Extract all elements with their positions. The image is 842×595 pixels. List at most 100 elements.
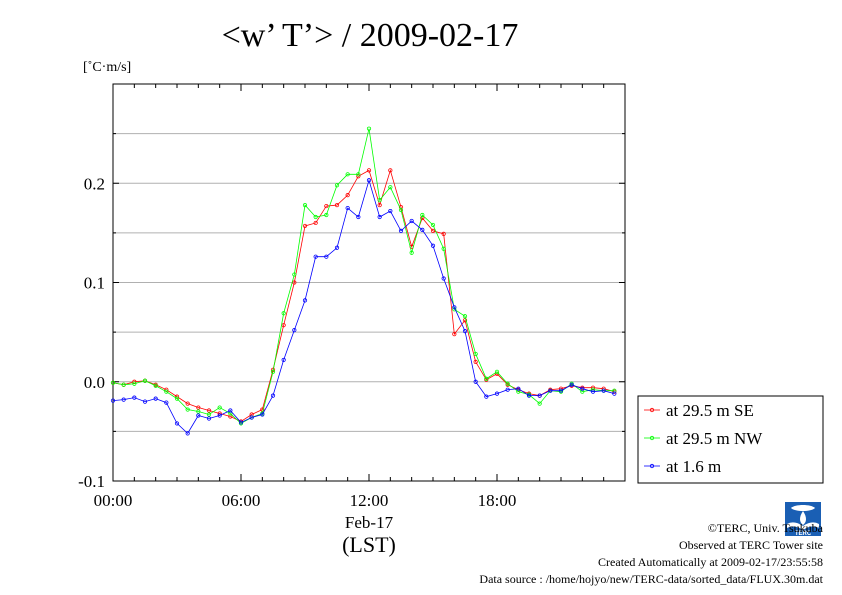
y-axis-label: [˚C·m/s] — [83, 60, 131, 75]
data-point — [420, 212, 425, 218]
data-point — [580, 389, 585, 394]
data-point — [580, 386, 585, 391]
data-point — [505, 387, 510, 392]
data-point — [196, 409, 201, 414]
data-point — [313, 220, 318, 226]
legend-marker — [649, 407, 655, 413]
y-tick-label: 0.0 — [84, 373, 105, 392]
data-point — [548, 388, 553, 393]
data-point — [409, 218, 414, 224]
data-point — [356, 172, 361, 177]
legend-marker — [649, 435, 655, 441]
data-point — [292, 328, 297, 333]
series-line — [112, 168, 615, 422]
data-point — [217, 413, 222, 418]
data-point — [174, 396, 180, 401]
data-point — [121, 382, 126, 387]
data-point — [388, 168, 393, 173]
data-point — [238, 420, 244, 425]
legend-marker — [649, 463, 655, 469]
data-point — [196, 413, 201, 418]
data-point — [324, 254, 329, 259]
series-3 — [110, 178, 617, 436]
data-point — [526, 393, 532, 398]
data-point — [270, 393, 276, 398]
x-tick-label: 06:00 — [222, 491, 261, 510]
x-axis-label: (LST) — [342, 532, 396, 557]
data-point — [388, 208, 393, 214]
series-2 — [110, 126, 617, 426]
data-point — [132, 381, 137, 386]
data-point — [164, 400, 169, 405]
data-point — [494, 369, 500, 374]
data-point — [505, 381, 510, 386]
x-axis-date-label: Feb-17 — [345, 513, 394, 532]
y-tick-label: 0.2 — [84, 174, 105, 193]
data-point — [452, 305, 457, 310]
data-point — [334, 202, 340, 208]
data-point — [377, 214, 382, 220]
data-point — [366, 168, 372, 173]
data-point — [516, 386, 521, 391]
data-point — [441, 246, 446, 251]
data-point — [366, 126, 372, 131]
data-point — [324, 203, 329, 209]
series-1 — [110, 168, 617, 424]
x-tick-label: 12:00 — [350, 491, 389, 510]
legend-box — [637, 395, 824, 484]
data-point — [569, 382, 574, 387]
legend-entry: at 1.6 m — [644, 457, 721, 476]
data-point — [164, 389, 169, 394]
data-point — [462, 329, 468, 334]
data-source-text: Data source : /home/hojyo/new/TERC-data/… — [479, 572, 823, 586]
data-point — [441, 276, 446, 281]
data-point — [441, 231, 446, 236]
data-point — [153, 383, 158, 388]
data-point — [292, 280, 297, 285]
data-point — [270, 369, 276, 374]
data-point — [345, 172, 350, 177]
data-point — [292, 272, 297, 277]
data-point — [558, 388, 564, 393]
legend-entry: at 29.5 m SE — [644, 401, 754, 420]
data-point — [388, 185, 393, 190]
data-point — [494, 391, 500, 396]
data-point — [260, 412, 265, 417]
terc-logo-icon: TERC — [785, 502, 821, 536]
data-point — [260, 407, 265, 412]
data-point — [398, 207, 404, 213]
data-point — [452, 332, 457, 337]
data-point — [249, 415, 254, 420]
data-point — [366, 178, 372, 183]
data-point — [484, 394, 489, 399]
data-point — [516, 389, 521, 394]
data-point — [473, 379, 478, 384]
credits-block: ©TERC, Univ. Tsukuba Observed at TERC To… — [479, 520, 823, 588]
svg-text:TERC: TERC — [795, 531, 812, 536]
data-point — [206, 412, 212, 417]
series-line — [112, 178, 615, 434]
data-point — [196, 405, 201, 410]
data-point — [185, 431, 190, 436]
data-point — [228, 408, 233, 413]
data-point — [302, 223, 308, 229]
data-point — [473, 351, 478, 357]
legend-entry: at 29.5 m NW — [644, 429, 763, 448]
data-point — [185, 407, 190, 412]
copyright-text: ©TERC, Univ. Tsukuba — [707, 521, 823, 535]
data-point — [377, 202, 382, 208]
data-point — [142, 399, 148, 404]
legend-label: at 29.5 m SE — [666, 401, 754, 420]
data-point — [612, 391, 617, 396]
data-point — [110, 380, 116, 385]
data-point — [302, 202, 308, 208]
data-point — [345, 193, 350, 198]
observed-text: Observed at TERC Tower site — [678, 538, 823, 552]
data-point — [334, 245, 340, 250]
data-point — [473, 359, 478, 364]
data-point — [430, 222, 436, 228]
data-point — [228, 414, 233, 419]
data-point — [206, 408, 212, 413]
data-point — [324, 212, 329, 218]
